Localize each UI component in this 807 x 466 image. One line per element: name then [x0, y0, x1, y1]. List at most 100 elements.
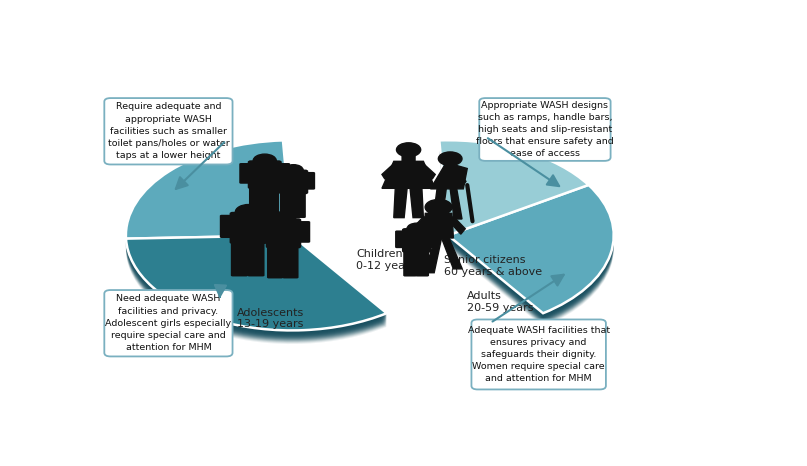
Text: Require adequate and
appropriate WASH
facilities such as smaller
toilet pans/hol: Require adequate and appropriate WASH fa…	[107, 103, 229, 160]
Wedge shape	[126, 242, 387, 337]
FancyBboxPatch shape	[280, 191, 294, 218]
FancyBboxPatch shape	[220, 215, 235, 238]
Wedge shape	[448, 192, 613, 320]
Polygon shape	[420, 164, 435, 179]
Wedge shape	[126, 141, 291, 240]
FancyBboxPatch shape	[239, 163, 253, 184]
Wedge shape	[448, 190, 613, 318]
Wedge shape	[448, 189, 613, 317]
Wedge shape	[126, 144, 291, 242]
Wedge shape	[439, 152, 588, 247]
Wedge shape	[126, 243, 387, 338]
Wedge shape	[448, 191, 613, 319]
FancyBboxPatch shape	[471, 320, 606, 390]
Wedge shape	[126, 145, 291, 244]
FancyBboxPatch shape	[296, 221, 310, 243]
Wedge shape	[126, 152, 291, 250]
Wedge shape	[439, 149, 588, 244]
Wedge shape	[126, 244, 387, 339]
FancyBboxPatch shape	[402, 228, 432, 253]
Wedge shape	[126, 149, 291, 247]
Polygon shape	[410, 188, 424, 218]
Wedge shape	[448, 196, 613, 324]
Polygon shape	[424, 238, 441, 273]
Wedge shape	[439, 148, 588, 243]
Wedge shape	[448, 197, 613, 325]
Wedge shape	[448, 195, 613, 323]
FancyBboxPatch shape	[257, 221, 270, 243]
Wedge shape	[126, 154, 291, 252]
FancyBboxPatch shape	[249, 185, 265, 218]
Text: Adolescents
13-19 years: Adolescents 13-19 years	[237, 308, 304, 329]
Wedge shape	[126, 236, 387, 331]
FancyBboxPatch shape	[229, 212, 267, 244]
FancyBboxPatch shape	[264, 185, 279, 218]
Wedge shape	[126, 249, 387, 344]
Polygon shape	[430, 163, 467, 189]
Wedge shape	[439, 145, 588, 240]
FancyBboxPatch shape	[231, 240, 248, 276]
Wedge shape	[448, 193, 613, 321]
Wedge shape	[439, 144, 588, 239]
Wedge shape	[126, 238, 387, 333]
Circle shape	[425, 199, 452, 215]
Wedge shape	[448, 187, 613, 315]
Circle shape	[253, 154, 276, 167]
Wedge shape	[126, 245, 387, 340]
Polygon shape	[382, 161, 435, 188]
FancyBboxPatch shape	[266, 218, 301, 248]
Wedge shape	[126, 142, 291, 240]
Wedge shape	[439, 142, 588, 237]
Wedge shape	[439, 147, 588, 242]
Wedge shape	[126, 151, 291, 249]
Polygon shape	[394, 188, 407, 218]
Polygon shape	[424, 213, 454, 238]
Wedge shape	[126, 147, 291, 246]
Text: Need adequate WASH
facilities and privacy.
Adolescent girls especially
require s: Need adequate WASH facilities and privac…	[106, 295, 232, 352]
Wedge shape	[126, 246, 387, 341]
Wedge shape	[439, 154, 588, 249]
Wedge shape	[448, 185, 613, 313]
Circle shape	[236, 205, 261, 219]
Circle shape	[407, 223, 426, 234]
FancyBboxPatch shape	[278, 170, 308, 194]
FancyBboxPatch shape	[292, 191, 306, 218]
FancyBboxPatch shape	[401, 154, 416, 162]
FancyBboxPatch shape	[272, 172, 284, 190]
FancyBboxPatch shape	[267, 245, 283, 279]
FancyBboxPatch shape	[104, 98, 232, 164]
Wedge shape	[439, 150, 588, 245]
Wedge shape	[126, 241, 387, 336]
Polygon shape	[450, 165, 466, 185]
Wedge shape	[126, 248, 387, 343]
Wedge shape	[448, 199, 613, 327]
Wedge shape	[439, 151, 588, 246]
Circle shape	[396, 143, 420, 157]
FancyBboxPatch shape	[104, 290, 232, 356]
FancyBboxPatch shape	[248, 240, 265, 276]
Wedge shape	[126, 153, 291, 251]
Text: Appropriate WASH designs
such as ramps, handle bars,
high seats and slip-resista: Appropriate WASH designs such as ramps, …	[476, 101, 614, 158]
Wedge shape	[448, 188, 613, 316]
FancyBboxPatch shape	[303, 172, 316, 190]
Wedge shape	[448, 198, 613, 326]
Wedge shape	[439, 143, 588, 238]
Wedge shape	[126, 235, 387, 330]
Wedge shape	[439, 140, 588, 235]
Wedge shape	[126, 239, 387, 334]
Polygon shape	[382, 164, 397, 179]
Wedge shape	[126, 240, 387, 335]
FancyBboxPatch shape	[426, 230, 438, 248]
Circle shape	[438, 152, 462, 165]
Text: Children
0-12 years: Children 0-12 years	[356, 249, 416, 271]
Wedge shape	[126, 143, 291, 241]
Wedge shape	[126, 247, 387, 342]
Polygon shape	[449, 216, 465, 234]
Text: Senior citizens
60 years & above: Senior citizens 60 years & above	[444, 255, 541, 277]
Wedge shape	[448, 194, 613, 322]
Text: Adults
20-59 years: Adults 20-59 years	[466, 291, 533, 313]
Circle shape	[284, 164, 303, 176]
Wedge shape	[126, 148, 291, 247]
Polygon shape	[433, 189, 446, 219]
FancyBboxPatch shape	[282, 245, 299, 279]
